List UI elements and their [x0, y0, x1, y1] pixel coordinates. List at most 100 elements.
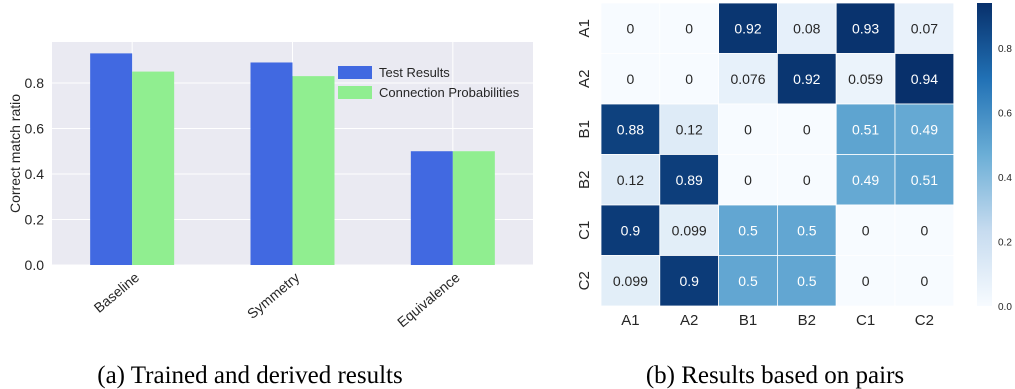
cell-label-4-0: 0.9: [621, 222, 641, 238]
heatmap-cell-3-4: [835, 154, 896, 206]
row-label-1: A2: [576, 70, 593, 88]
heatmap-cell-4-4: [835, 204, 896, 256]
heatmap-cell-0-4: [835, 2, 896, 54]
cell-label-4-2: 0.5: [738, 222, 758, 238]
cell-label-1-5: 0.94: [911, 71, 938, 87]
colorbar-tick-label-4: 0.8: [998, 44, 1012, 55]
heatmap-cell-3-0: [600, 154, 661, 206]
x-tick-label: Equivalence: [394, 269, 463, 330]
bar-0-0: [90, 53, 133, 266]
y-tick-label: 0.8: [25, 75, 45, 91]
bar-chart: 0.0 0.2 0.4 0.6 0.8 Baseline Symmetry Equivalen…: [7, 42, 533, 389]
cell-label-5-4: 0: [862, 273, 870, 289]
cell-label-3-5: 0.51: [911, 172, 938, 188]
cell-label-0-5: 0.07: [911, 20, 938, 36]
row-label-5: C2: [576, 271, 593, 290]
cell-label-5-3: 0.5: [797, 273, 817, 289]
heatmap-cell-1-4: [835, 53, 896, 105]
col-label-2: B1: [739, 312, 757, 329]
bar-1-0: [132, 71, 175, 265]
cell-label-1-3: 0.92: [793, 71, 820, 87]
heatmap-cell-2-5: [894, 103, 955, 155]
caption-a: (a) Trained and derived results: [97, 362, 402, 389]
heatmap-cell-1-2: [718, 53, 778, 105]
col-label-5: C2: [915, 312, 934, 329]
cell-label-5-0: 0.099: [613, 273, 648, 289]
cell-label-0-4: 0.93: [852, 20, 879, 36]
cell-label-0-0: 0: [627, 20, 635, 36]
row-label-3: B2: [576, 171, 593, 189]
cell-label-3-2: 0: [744, 172, 752, 188]
colorbar-tick-label-1: 0.2: [998, 238, 1012, 249]
y-tick-label: 0.4: [25, 166, 45, 182]
cell-label-2-2: 0: [744, 121, 752, 137]
cell-label-4-4: 0: [862, 222, 870, 238]
cell-label-2-5: 0.49: [911, 121, 938, 137]
cell-label-5-5: 0: [921, 273, 929, 289]
cell-label-2-0: 0.88: [617, 121, 644, 137]
heatmap-cell-0-3: [777, 2, 837, 54]
heatmap-cell-5-1: [659, 255, 719, 307]
colorbar-tick-label-0: 0.0: [998, 302, 1012, 313]
bar-1-2: [452, 151, 495, 265]
heatmap-cell-2-0: [600, 103, 661, 155]
cell-label-4-3: 0.5: [797, 222, 817, 238]
heatmap-cell-4-2: [718, 204, 778, 256]
cell-label-5-2: 0.5: [738, 273, 758, 289]
cell-label-1-0: 0: [627, 71, 635, 87]
colorbar-tick-label-3: 0.6: [998, 109, 1012, 120]
legend-label-1: Connection Probabilities: [379, 85, 520, 100]
x-tick-label: Baseline: [91, 269, 143, 316]
legend-label-0: Test Results: [379, 65, 450, 80]
heatmap-cell-3-2: [718, 154, 778, 206]
cell-label-3-1: 0.89: [676, 172, 703, 188]
heatmap-cell-3-3: [777, 154, 837, 206]
heatmap-cell-0-1: [659, 2, 719, 54]
heatmap-cell-5-5: [894, 255, 955, 307]
heatmap-cell-1-3: [777, 53, 837, 105]
heatmap-cell-1-5: [894, 53, 955, 105]
y-tick-label: 0.0: [25, 257, 45, 273]
cell-label-5-1: 0.9: [679, 273, 699, 289]
row-label-0: A1: [576, 19, 593, 37]
y-axis-label: Correct match ratio: [7, 94, 23, 213]
bar-1-1: [292, 76, 335, 265]
bar-0-1: [250, 62, 293, 266]
row-label-2: B1: [576, 120, 593, 138]
heatmap-cell-3-5: [894, 154, 955, 206]
cell-label-2-4: 0.51: [852, 121, 879, 137]
cell-label-2-3: 0: [803, 121, 811, 137]
col-label-0: A1: [621, 312, 639, 329]
heatmap-cell-5-0: [600, 255, 661, 307]
colorbar: [977, 3, 992, 306]
heatmap-chart: 0 0 0.92 0.08 0.93 0.07 0 0 0.076 0.92 0.059 0.94 0.…: [576, 2, 1012, 389]
heatmap-cell-1-0: [600, 53, 661, 105]
row-label-4: C1: [576, 221, 593, 240]
heatmap-cell-2-1: [659, 103, 719, 155]
heatmap-cell-5-2: [718, 255, 778, 307]
col-label-1: A2: [680, 312, 698, 329]
heatmap-cell-2-3: [777, 103, 837, 155]
heatmap-cell-2-2: [718, 103, 778, 155]
cell-label-4-1: 0.099: [672, 222, 707, 238]
x-tick-label: Symmetry: [244, 269, 303, 322]
legend-swatch-1: [338, 86, 372, 99]
bar-0-2: [410, 151, 453, 265]
heatmap-cell-3-1: [659, 154, 719, 206]
cell-label-3-4: 0.49: [852, 172, 879, 188]
y-tick-label: 0.2: [25, 211, 45, 227]
colorbar-tick-label-2: 0.4: [998, 173, 1012, 184]
heatmap-cell-2-4: [835, 103, 896, 155]
legend-swatch-0: [338, 66, 372, 79]
cell-label-3-3: 0: [803, 172, 811, 188]
cell-label-1-2: 0.076: [730, 71, 765, 87]
col-label-3: B2: [798, 312, 816, 329]
cell-label-0-1: 0: [685, 20, 693, 36]
cell-label-0-3: 0.08: [793, 20, 820, 36]
heatmap-cell-0-5: [894, 2, 955, 54]
y-tick-label: 0.6: [25, 120, 45, 136]
heatmap-cell-0-0: [600, 2, 661, 54]
heatmap-cell-5-4: [835, 255, 896, 307]
cell-label-2-1: 0.12: [676, 121, 703, 137]
